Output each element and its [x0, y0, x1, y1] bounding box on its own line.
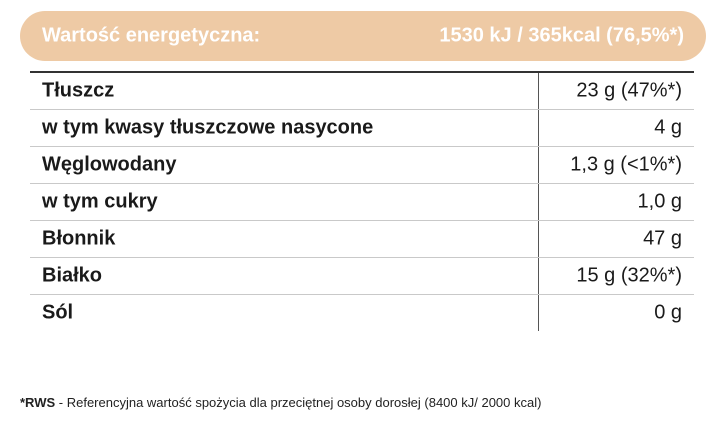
table-row: Błonnik 47 g — [30, 221, 694, 258]
nutrient-value: 1,3 g (<1%*) — [570, 153, 682, 176]
nutrient-value: 1,0 g — [637, 190, 682, 213]
column-divider — [538, 73, 539, 331]
footnote-term: *RWS — [20, 395, 56, 410]
nutrition-table: Tłuszcz 23 g (47%*) w tym kwasy tłuszczowe… — [30, 71, 694, 331]
table-row: Sól 0 g — [30, 295, 694, 331]
table-body: Tłuszcz 23 g (47%*) w tym kwasy tłuszczowe… — [30, 73, 694, 331]
nutrient-value: 23 g (47%*) — [576, 79, 682, 102]
table-row: w tym kwasy tłuszczowe nasycone 4 g — [30, 110, 694, 147]
nutrient-name: w tym cukry — [42, 190, 158, 213]
footnote: *RWS - Referencyjna wartość spożycia dla… — [20, 395, 541, 410]
nutrient-name: w tym kwasy tłuszczowe nasycone — [42, 116, 374, 139]
energy-label: Wartość energetyczna: — [42, 24, 261, 47]
table-row: Tłuszcz 23 g (47%*) — [30, 73, 694, 110]
nutrient-name: Węglowodany — [42, 153, 177, 176]
nutrient-value: 47 g — [643, 227, 682, 250]
nutrient-name: Sól — [42, 301, 74, 324]
table-row: Białko 15 g (32%*) — [30, 258, 694, 295]
nutrient-name: Tłuszcz — [42, 79, 115, 102]
table-row: w tym cukry 1,0 g — [30, 184, 694, 221]
nutrient-name: Białko — [42, 264, 103, 287]
energy-header: Wartość energetyczna: 1530 kJ / 365kcal … — [20, 11, 706, 61]
nutrient-value: 15 g (32%*) — [576, 264, 682, 287]
energy-value: 1530 kJ / 365kcal (76,5%*) — [439, 24, 684, 47]
table-row: Węglowodany 1,3 g (<1%*) — [30, 147, 694, 184]
nutrient-name: Błonnik — [42, 227, 116, 250]
footnote-text: - Referencyjna wartość spożycia dla prze… — [55, 395, 542, 410]
nutrient-value: 4 g — [654, 116, 682, 139]
nutrient-value: 0 g — [654, 301, 682, 324]
